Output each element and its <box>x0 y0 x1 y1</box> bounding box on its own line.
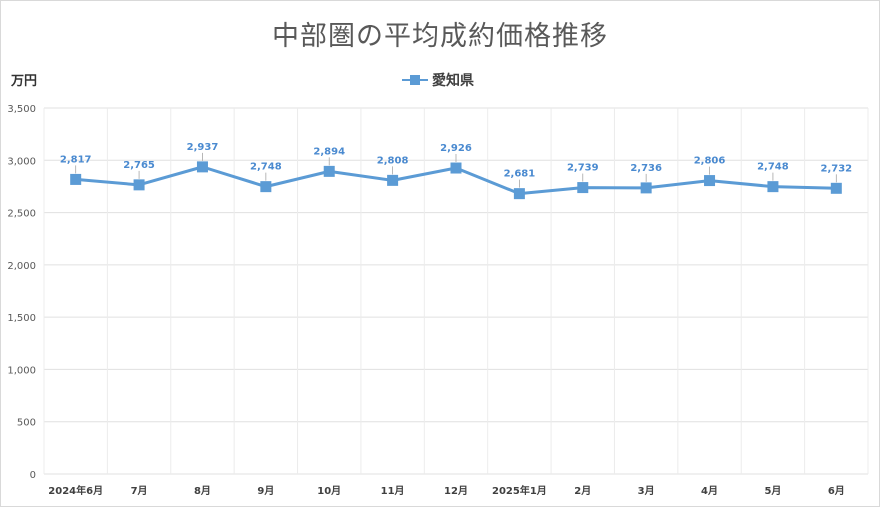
data-label: 2,739 <box>567 163 599 174</box>
data-point <box>830 182 842 194</box>
x-tick-label: 2024年6月 <box>48 484 103 497</box>
x-tick-label: 7月 <box>131 485 148 497</box>
x-tick-label: 2月 <box>574 485 591 497</box>
data-point <box>323 165 335 177</box>
legend-marker <box>402 75 428 85</box>
data-label: 2,806 <box>694 156 726 167</box>
data-point <box>704 175 716 187</box>
data-point <box>640 182 652 194</box>
y-tick-label: 0 <box>30 470 36 481</box>
legend: 愛知県 <box>402 70 474 90</box>
y-tick-label: 3,500 <box>7 104 36 115</box>
data-point <box>767 181 779 193</box>
data-point <box>577 182 589 194</box>
x-tick-label: 11月 <box>381 485 405 497</box>
y-tick-label: 2,500 <box>7 209 36 220</box>
data-label: 2,894 <box>313 146 345 157</box>
data-label: 2,765 <box>123 160 155 171</box>
legend-square-icon <box>410 75 420 85</box>
data-point <box>387 174 399 186</box>
x-tick-label: 12月 <box>444 485 468 497</box>
data-point <box>196 161 208 173</box>
y-tick-label: 1,000 <box>7 365 36 376</box>
y-tick-label: 3,000 <box>7 156 36 167</box>
data-point <box>133 179 145 191</box>
data-label: 2,748 <box>757 162 789 173</box>
data-label: 2,748 <box>250 162 282 173</box>
data-label: 2,681 <box>504 169 536 180</box>
x-tick-label: 5月 <box>764 485 781 497</box>
data-label: 2,732 <box>820 163 852 174</box>
x-tick-label: 6月 <box>828 485 845 497</box>
data-point <box>70 173 82 185</box>
x-tick-label: 10月 <box>317 485 341 497</box>
data-label: 2,808 <box>377 155 409 166</box>
chart-title: 中部圏の平均成約価格推移 <box>272 21 608 52</box>
y-axis-unit: 万円 <box>11 74 38 89</box>
x-tick-label: 4月 <box>701 485 718 497</box>
data-point <box>260 181 272 193</box>
y-tick-label: 500 <box>17 418 36 429</box>
x-tick-label: 9月 <box>257 485 274 497</box>
y-tick-label: 1,500 <box>7 313 36 324</box>
data-point <box>450 162 462 174</box>
y-tick-label: 2,000 <box>7 261 36 272</box>
data-label: 2,937 <box>187 142 219 153</box>
x-tick-label: 3月 <box>638 485 655 497</box>
data-label: 2,736 <box>630 163 662 174</box>
legend-label: 愛知県 <box>432 73 474 89</box>
data-point <box>513 188 525 200</box>
data-label: 2,817 <box>60 154 92 165</box>
x-tick-label: 8月 <box>194 485 211 497</box>
data-label: 2,926 <box>440 143 472 154</box>
x-tick-label: 2025年1月 <box>492 484 547 497</box>
